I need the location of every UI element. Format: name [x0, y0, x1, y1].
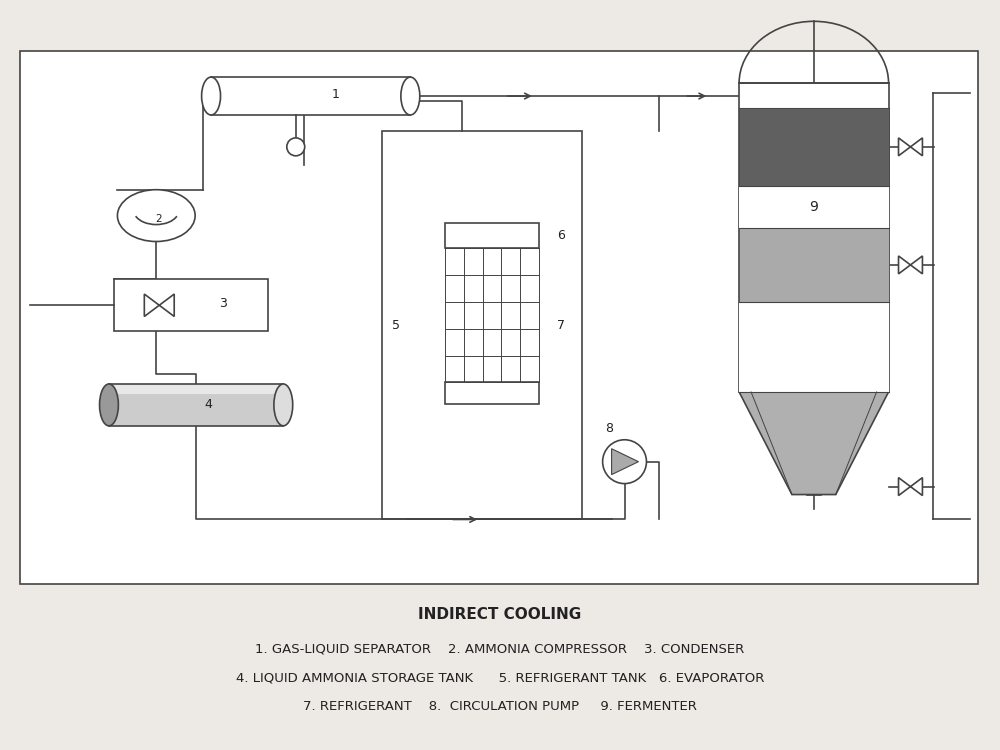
- Polygon shape: [159, 294, 174, 316]
- Bar: [109, 384, 283, 426]
- Text: 7: 7: [557, 319, 565, 332]
- Bar: [211, 77, 410, 115]
- Polygon shape: [910, 478, 922, 496]
- Bar: [739, 83, 889, 392]
- Ellipse shape: [117, 190, 195, 242]
- Bar: [20, 51, 978, 584]
- Circle shape: [603, 440, 646, 484]
- Bar: [109, 384, 283, 394]
- Text: 5: 5: [392, 319, 400, 332]
- Polygon shape: [899, 138, 910, 156]
- Text: 4: 4: [204, 398, 212, 412]
- Bar: [114, 279, 268, 332]
- Polygon shape: [144, 294, 159, 316]
- Text: 6: 6: [557, 229, 565, 242]
- Bar: [739, 186, 889, 227]
- Bar: [382, 131, 582, 520]
- Text: INDIRECT COOLING: INDIRECT COOLING: [418, 607, 582, 622]
- Text: 2: 2: [155, 214, 162, 223]
- Bar: [739, 108, 889, 186]
- Text: 1. GAS-LIQUID SEPARATOR    2. AMMONIA COMPRESSOR    3. CONDENSER: 1. GAS-LIQUID SEPARATOR 2. AMMONIA COMPR…: [255, 643, 745, 656]
- Text: 8: 8: [606, 422, 614, 435]
- Text: 1: 1: [332, 88, 340, 100]
- Ellipse shape: [202, 77, 221, 115]
- Ellipse shape: [287, 138, 305, 156]
- Ellipse shape: [100, 384, 118, 426]
- Polygon shape: [899, 478, 910, 496]
- Polygon shape: [739, 392, 889, 494]
- Bar: [445, 382, 539, 404]
- Ellipse shape: [401, 77, 420, 115]
- Bar: [739, 302, 889, 392]
- Polygon shape: [910, 256, 922, 274]
- Text: 3: 3: [219, 297, 227, 310]
- Polygon shape: [612, 448, 638, 475]
- Polygon shape: [899, 256, 910, 274]
- Ellipse shape: [274, 384, 293, 426]
- Text: 7. REFRIGERANT    8.  CIRCULATION PUMP     9. FERMENTER: 7. REFRIGERANT 8. CIRCULATION PUMP 9. FE…: [303, 700, 697, 713]
- Polygon shape: [910, 138, 922, 156]
- Text: 4. LIQUID AMMONIA STORAGE TANK      5. REFRIGERANT TANK   6. EVAPORATOR: 4. LIQUID AMMONIA STORAGE TANK 5. REFRIG…: [236, 671, 764, 684]
- Bar: [739, 227, 889, 302]
- Bar: [109, 384, 283, 426]
- Text: 9: 9: [809, 200, 818, 214]
- Bar: [445, 223, 539, 248]
